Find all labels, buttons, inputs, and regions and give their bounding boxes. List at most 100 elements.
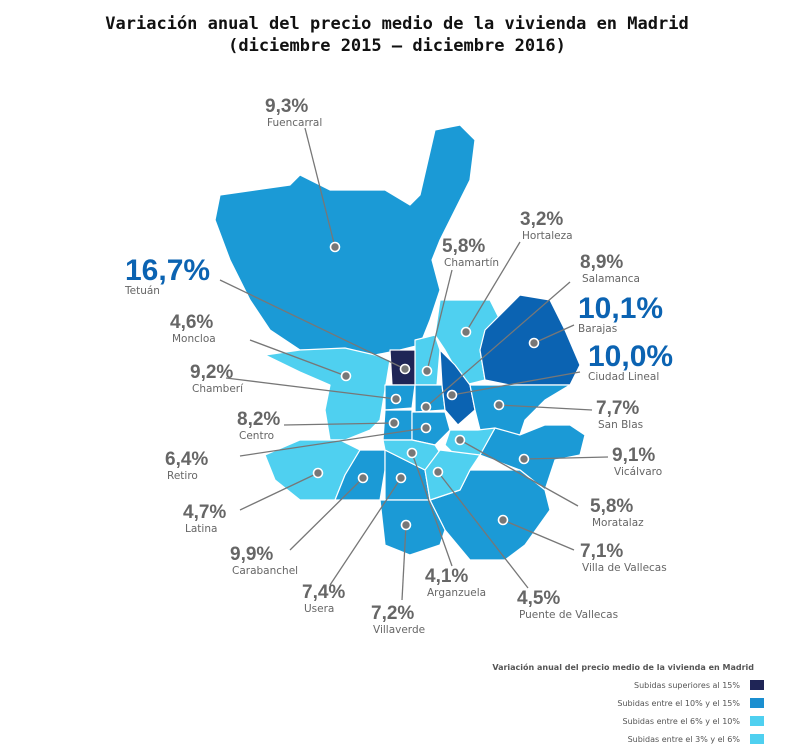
legend-swatch	[750, 716, 764, 726]
district-marker-barajas	[528, 337, 540, 349]
value-label-barajas: 10,1%	[578, 292, 663, 325]
value-label-moncloa: 4,6%	[170, 312, 213, 333]
name-label-villaverde: Villaverde	[373, 624, 425, 636]
map-title-line1: Variación anual del precio medio de la v…	[105, 14, 689, 34]
legend-swatch	[750, 680, 764, 690]
legend-item: Subidas entre el 6% y el 10%	[622, 716, 764, 726]
name-label-ciudad-lineal: Ciudad Lineal	[588, 371, 659, 383]
legend-item: Subidas entre el 10% y el 15%	[617, 698, 764, 708]
district-marker-vicalvaro	[518, 453, 530, 465]
district-chamartin	[414, 334, 441, 386]
leader-line-villaverde	[401, 524, 407, 601]
name-label-usera: Usera	[304, 603, 334, 615]
name-label-arganzuela: Arganzuela	[427, 587, 486, 599]
name-label-moratalaz: Moratalaz	[592, 517, 644, 529]
leader-line-puente-de-vallecas	[437, 471, 529, 589]
leader-line-retiro	[239, 427, 427, 457]
district-marker-ciudad-lineal	[446, 389, 458, 401]
district-puente-de-vallecas	[424, 449, 481, 501]
district-marker-puente-de-vallecas	[432, 466, 444, 478]
legend-swatch	[750, 698, 764, 708]
district-marker-tetuan	[399, 363, 411, 375]
leader-line-arganzuela	[411, 452, 453, 567]
name-label-salamanca: Salamanca	[582, 273, 640, 285]
district-marker-retiro	[420, 422, 432, 434]
legend-label: Subidas superiores al 15%	[634, 680, 740, 690]
value-label-moratalaz: 5,8%	[590, 496, 633, 517]
value-label-carabanchel: 9,9%	[230, 544, 273, 565]
value-label-ciudad-lineal: 10,0%	[588, 340, 673, 373]
value-label-hortaleza: 3,2%	[520, 209, 563, 230]
name-label-moncloa: Moncloa	[172, 333, 216, 345]
name-label-centro: Centro	[239, 430, 274, 442]
leader-line-usera	[329, 477, 402, 586]
district-marker-usera	[395, 472, 407, 484]
leader-line-vicalvaro	[523, 456, 609, 460]
district-marker-hortaleza	[460, 326, 472, 338]
value-label-arganzuela: 4,1%	[425, 566, 468, 587]
leader-line-chamartin	[426, 269, 453, 372]
value-label-puente-de-vallecas: 4,5%	[517, 588, 560, 609]
name-label-carabanchel: Carabanchel	[232, 565, 298, 577]
name-label-chamberi: Chamberí	[192, 383, 244, 395]
leader-line-tetuan	[219, 279, 406, 370]
value-label-centro: 8,2%	[237, 409, 280, 430]
value-label-san-blas: 7,7%	[596, 398, 639, 419]
leader-line-latina	[239, 472, 319, 511]
district-moncloa	[264, 347, 391, 441]
leader-line-chamberi	[225, 377, 397, 400]
district-marker-salamanca	[420, 401, 432, 413]
district-marker-moratalaz	[454, 434, 466, 446]
legend-swatch	[750, 734, 764, 744]
name-label-puente-de-vallecas: Puente de Vallecas	[519, 609, 618, 621]
legend-label: Subidas entre el 6% y el 10%	[622, 716, 740, 726]
district-villaverde	[379, 499, 446, 556]
district-marker-fuencarral	[329, 241, 341, 253]
district-ciudad-lineal	[439, 349, 476, 426]
name-label-tetuan: Tetuán	[124, 285, 160, 297]
value-label-salamanca: 8,9%	[580, 252, 623, 273]
district-marker-centro	[388, 417, 400, 429]
value-label-vicalvaro: 9,1%	[612, 445, 655, 466]
district-san-blas	[469, 384, 571, 436]
district-marker-chamartin	[421, 365, 433, 377]
leader-line-barajas	[533, 324, 575, 344]
map-title-line2: (diciembre 2015 – diciembre 2016)	[228, 36, 566, 56]
leader-line-villa-de-vallecas	[502, 519, 575, 551]
leader-line-fuencarral	[304, 127, 336, 248]
value-label-usera: 7,4%	[302, 582, 345, 603]
district-marker-villaverde	[400, 519, 412, 531]
value-label-chamberi: 9,2%	[190, 362, 233, 383]
name-label-barajas: Barajas	[578, 323, 617, 335]
district-fuencarral	[214, 124, 476, 356]
name-label-vicalvaro: Vicálvaro	[614, 466, 662, 478]
name-label-hortaleza: Hortaleza	[522, 230, 573, 242]
name-label-chamartin: Chamartín	[444, 257, 499, 269]
district-marker-moncloa	[340, 370, 352, 382]
district-marker-carabanchel	[357, 472, 369, 484]
value-label-villaverde: 7,2%	[371, 603, 414, 624]
name-label-fuencarral: Fuencarral	[267, 117, 322, 129]
district-marker-arganzuela	[406, 447, 418, 459]
legend-title: Variación anual del precio medio de la v…	[492, 663, 754, 672]
district-vicalvaro	[479, 424, 586, 491]
leader-line-san-blas	[498, 404, 593, 411]
name-label-san-blas: San Blas	[598, 419, 643, 431]
district-marker-san-blas	[493, 399, 505, 411]
leader-line-ciudad-lineal	[451, 371, 581, 396]
district-marker-chamberi	[390, 393, 402, 405]
legend-item: Subidas entre el 3% y el 6%	[628, 734, 764, 744]
value-label-tetuan: 16,7%	[125, 254, 210, 287]
leader-line-centro	[283, 422, 395, 426]
value-label-chamartin: 5,8%	[442, 236, 485, 257]
value-label-fuencarral: 9,3%	[265, 96, 308, 117]
district-marker-villa-de-vallecas	[497, 514, 509, 526]
name-label-retiro: Retiro	[167, 470, 198, 482]
legend-label: Subidas entre el 10% y el 15%	[617, 698, 740, 708]
value-label-retiro: 6,4%	[165, 449, 208, 470]
value-label-latina: 4,7%	[183, 502, 226, 523]
leader-line-hortaleza	[465, 241, 521, 333]
leader-line-moratalaz	[459, 439, 579, 507]
